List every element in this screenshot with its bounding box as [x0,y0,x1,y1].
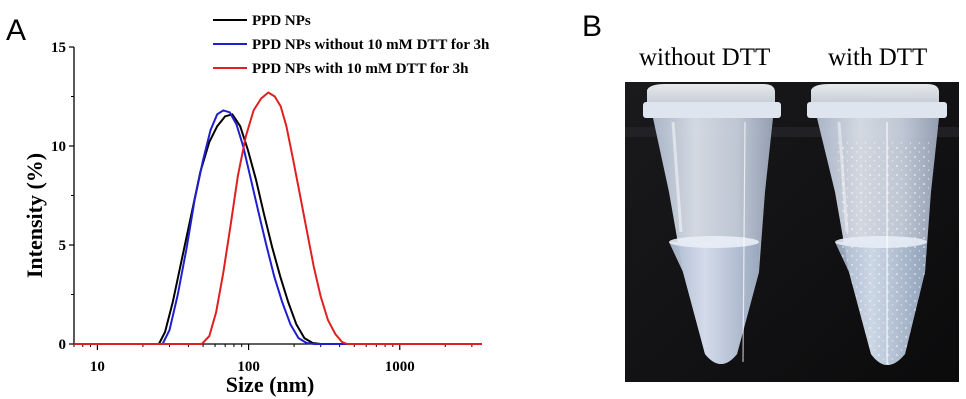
legend-label-3: PPD NPs with 10 mM DTT for 3h [252,61,469,77]
photo-caption-without-dtt: without DTT [639,44,771,71]
legend-label-2: PPD NPs without 10 mM DTT for 3h [252,37,490,53]
series-line-3 [74,91,482,345]
series-line-1 [74,113,482,345]
tube-without-dtt [643,84,781,364]
tube-photograph [625,82,959,382]
y-tick-label: 15 [51,40,66,56]
legend-label-1: PPD NPs [252,13,311,29]
x-tick-label: 1000 [385,359,415,375]
series-line-2 [74,109,482,345]
y-tick-label: 10 [51,139,66,155]
panel-a-label: A [6,14,27,47]
x-axis-label: Size (nm) [226,372,315,397]
y-axis-label: Intensity (%) [22,153,47,278]
tube-with-dtt [807,84,947,365]
y-tick-label: 5 [59,238,67,254]
x-tick-label: 100 [237,359,260,375]
size-distribution-chart: 0 5 10 15 10 100 1000 Size (nm) Intensity (%) PPD… [22,13,490,397]
y-tick-label: 0 [59,337,67,353]
photo-caption-with-dtt: with DTT [828,44,928,71]
panel-b-label: B [582,10,603,43]
x-tick-label: 10 [90,359,105,375]
tubes-illustration [625,82,959,382]
